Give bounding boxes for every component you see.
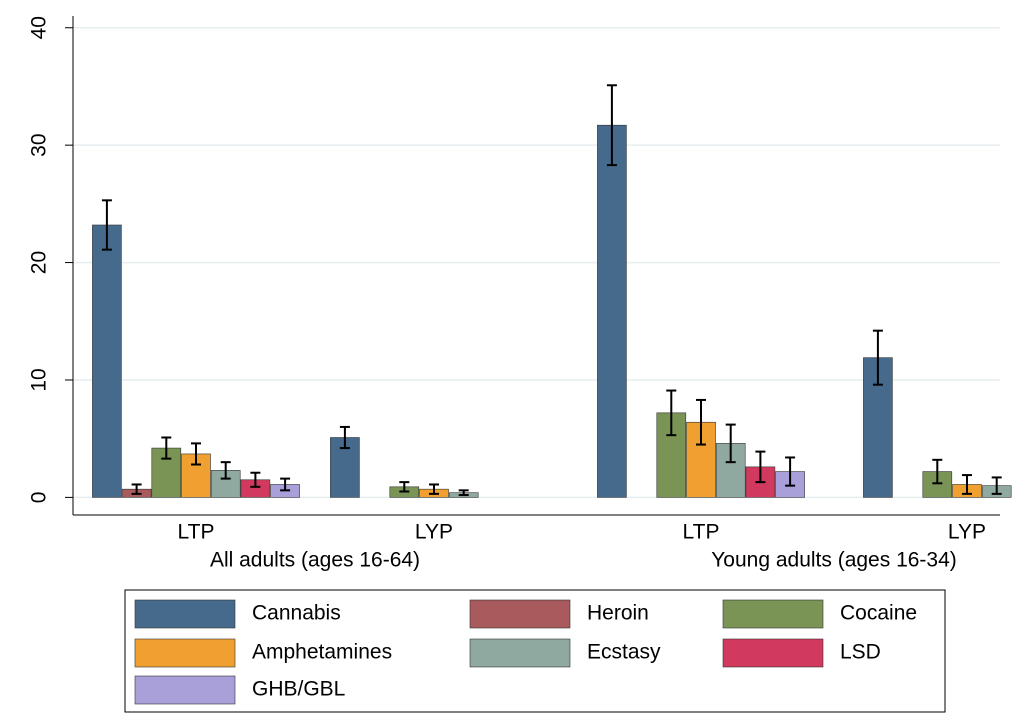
- error-bar: [101, 199, 112, 251]
- legend-swatch: [722, 638, 824, 668]
- x-tick-label: LTP: [178, 521, 215, 544]
- error-bar: [399, 481, 410, 493]
- legend-swatch: [134, 675, 236, 705]
- legend-swatch: [469, 599, 571, 629]
- bar: [597, 124, 627, 498]
- error-bar: [339, 425, 350, 450]
- legend-label: Cannabis: [252, 602, 341, 625]
- error-bar: [220, 461, 231, 480]
- x-tick-label: LTP: [683, 521, 720, 544]
- legend-swatch: [134, 638, 236, 668]
- bar: [92, 224, 122, 498]
- error-bar: [161, 436, 172, 460]
- error-bar: [666, 389, 677, 437]
- legend-label: Ecstasy: [587, 641, 661, 664]
- error-bar: [280, 477, 291, 492]
- error-bar: [696, 398, 706, 446]
- legend-swatch: [722, 599, 824, 629]
- error-bar: [606, 84, 617, 167]
- y-tick-label: 40: [28, 16, 51, 39]
- legend-label: GHB/GBL: [252, 678, 345, 701]
- error-bar: [725, 423, 736, 464]
- error-bar: [785, 456, 796, 487]
- error-bar: [991, 476, 1002, 495]
- y-tick-label: 10: [28, 368, 51, 391]
- error-bar: [755, 450, 766, 484]
- error-bar: [250, 471, 261, 488]
- x-tick-label: LYP: [415, 521, 453, 544]
- y-tick-label: 30: [28, 133, 51, 156]
- error-bar: [962, 474, 972, 495]
- legend-swatch: [134, 599, 236, 629]
- legend-label: Cocaine: [840, 602, 917, 625]
- legend-swatch: [469, 638, 571, 668]
- legend-label: Heroin: [587, 602, 649, 625]
- group-label: Young adults (ages 16-34): [711, 549, 957, 572]
- x-tick-label: LYP: [948, 521, 986, 544]
- error-bar: [458, 489, 469, 497]
- legend-label: Amphetamines: [252, 641, 392, 664]
- error-bar: [131, 483, 142, 495]
- error-bar: [872, 329, 883, 386]
- error-bar: [429, 483, 439, 495]
- group-label: All adults (ages 16-64): [210, 549, 420, 572]
- error-bar: [191, 442, 201, 466]
- error-bar: [932, 458, 943, 485]
- y-tick-label: 0: [28, 492, 51, 504]
- legend-label: LSD: [840, 641, 881, 664]
- y-tick-label: 20: [28, 251, 51, 274]
